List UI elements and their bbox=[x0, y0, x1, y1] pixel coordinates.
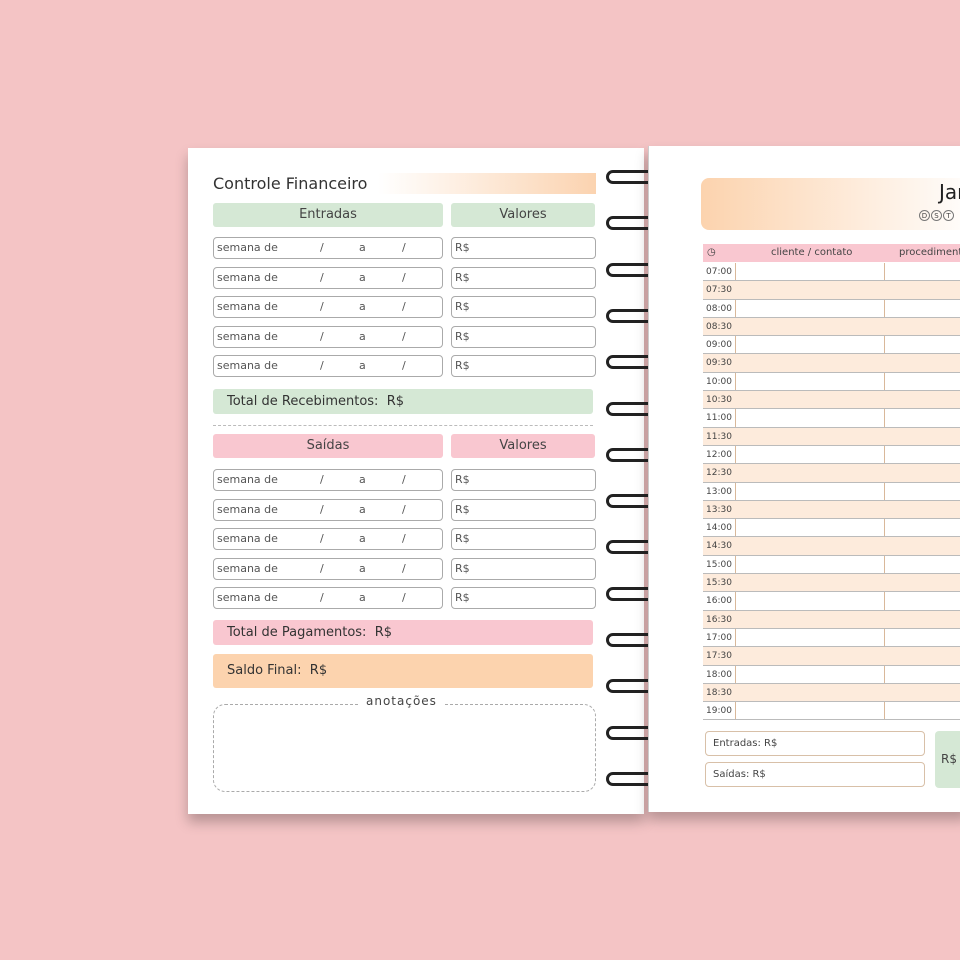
entradas-field[interactable]: Entradas: R$ bbox=[705, 731, 925, 756]
time-label: 18:30 bbox=[706, 687, 732, 698]
time-label: 07:00 bbox=[706, 267, 732, 277]
expenses-total: Total de Pagamentos: R$ bbox=[213, 620, 593, 645]
time-label: 10:00 bbox=[706, 376, 732, 387]
time-label: 13:30 bbox=[706, 504, 732, 515]
time-label: 15:30 bbox=[706, 578, 732, 589]
expenses-values-header: Valores bbox=[451, 434, 595, 458]
week-range-field[interactable]: semana de / a / bbox=[213, 355, 443, 378]
time-row[interactable]: 17:30 bbox=[703, 647, 960, 666]
balance-box: R$ bbox=[935, 731, 960, 788]
week-range-field[interactable]: semana de / a / bbox=[213, 557, 443, 580]
notes-box[interactable] bbox=[213, 704, 596, 792]
title-bar bbox=[378, 173, 596, 194]
value-field[interactable]: R$ bbox=[451, 237, 596, 259]
column-client: cliente / contato bbox=[771, 247, 853, 258]
final-balance: Saldo Final: R$ bbox=[213, 654, 593, 688]
schedule-table: 07:00 07:30 08:00 08:30 09:00 09:30 10:00 10:30… bbox=[703, 263, 960, 721]
week-range-field[interactable]: semana de / a / bbox=[213, 528, 443, 551]
time-row[interactable]: 16:00 bbox=[703, 592, 960, 611]
time-row[interactable]: 12:00 bbox=[703, 446, 960, 465]
time-row[interactable]: 09:00 bbox=[703, 336, 960, 355]
value-field[interactable]: R$ bbox=[451, 557, 596, 580]
time-label: 09:00 bbox=[706, 340, 732, 351]
time-row[interactable]: 14:00 bbox=[703, 519, 960, 538]
value-field[interactable]: R$ bbox=[451, 325, 596, 348]
time-label: 12:00 bbox=[706, 449, 732, 460]
column-procedure: procedimento bbox=[899, 247, 960, 258]
value-field[interactable]: R$ bbox=[451, 587, 596, 610]
week-range-field[interactable]: semana de / a / bbox=[213, 469, 443, 491]
saidas-field[interactable]: Saídas: R$ bbox=[705, 762, 925, 787]
time-label: 11:30 bbox=[706, 431, 732, 442]
day-d[interactable]: D bbox=[919, 210, 930, 221]
income-header: Entradas bbox=[213, 203, 443, 227]
time-row[interactable]: 19:00 bbox=[703, 702, 960, 721]
week-range-field[interactable]: semana de / a / bbox=[213, 498, 443, 521]
time-row[interactable]: 16:30 bbox=[703, 610, 960, 629]
time-row[interactable]: 13:00 bbox=[703, 483, 960, 501]
time-row[interactable]: 18:00 bbox=[703, 666, 960, 684]
time-row[interactable]: 17:00 bbox=[703, 629, 960, 648]
time-label: 17:30 bbox=[706, 651, 732, 662]
time-label: 10:30 bbox=[706, 395, 732, 406]
time-label: 15:00 bbox=[706, 559, 732, 570]
time-label: 08:00 bbox=[706, 303, 732, 314]
time-row[interactable]: 15:00 bbox=[703, 556, 960, 575]
income-total: Total de Recebimentos: R$ bbox=[213, 389, 593, 414]
value-field[interactable]: R$ bbox=[451, 469, 596, 491]
day-s[interactable]: S bbox=[931, 210, 942, 221]
week-range-field[interactable]: semana de / a / bbox=[213, 296, 443, 319]
time-label: 13:00 bbox=[706, 486, 732, 497]
expenses-header: Saídas bbox=[213, 434, 443, 458]
income-values-header: Valores bbox=[451, 203, 595, 227]
week-range-field[interactable]: semana de / a / bbox=[213, 266, 443, 289]
time-label: 17:00 bbox=[706, 632, 732, 643]
divider bbox=[213, 425, 593, 426]
time-row[interactable]: 13:30 bbox=[703, 500, 960, 520]
time-row[interactable]: 12:30 bbox=[703, 464, 960, 483]
clock-icon: ◷ bbox=[707, 247, 716, 258]
value-field[interactable]: R$ bbox=[451, 528, 596, 551]
value-field[interactable]: R$ bbox=[451, 296, 596, 319]
time-label: 11:00 bbox=[706, 413, 732, 424]
time-label: 14:00 bbox=[706, 523, 732, 534]
right-page: Jan DST ◷ cliente / contato procedimento… bbox=[648, 146, 960, 812]
time-row[interactable]: 07:30 bbox=[703, 281, 960, 300]
time-row[interactable]: 09:30 bbox=[703, 354, 960, 373]
left-page: Controle Financeiro Entradas Valores sem… bbox=[188, 148, 644, 814]
time-row[interactable]: 08:00 bbox=[703, 300, 960, 318]
time-label: 16:00 bbox=[706, 596, 732, 607]
time-row[interactable]: 08:30 bbox=[703, 317, 960, 337]
week-range-field[interactable]: semana de / a / bbox=[213, 587, 443, 610]
month-title: Jan bbox=[939, 180, 960, 204]
week-range-field[interactable]: semana de / a / bbox=[213, 237, 443, 259]
day-t[interactable]: T bbox=[943, 210, 954, 221]
page-title: Controle Financeiro bbox=[213, 174, 368, 193]
schedule-header: ◷ cliente / contato procedimento bbox=[703, 244, 960, 262]
time-label: 19:00 bbox=[706, 706, 732, 717]
month-banner bbox=[701, 178, 960, 230]
time-label: 08:30 bbox=[706, 321, 732, 332]
notes-label: anotações bbox=[358, 694, 445, 708]
time-row[interactable]: 14:30 bbox=[703, 537, 960, 556]
time-row[interactable]: 15:30 bbox=[703, 574, 960, 593]
time-row[interactable]: 18:30 bbox=[703, 683, 960, 703]
value-field[interactable]: R$ bbox=[451, 498, 596, 521]
value-field[interactable]: R$ bbox=[451, 266, 596, 289]
time-row[interactable]: 10:30 bbox=[703, 391, 960, 410]
time-row[interactable]: 10:00 bbox=[703, 373, 960, 392]
time-label: 12:30 bbox=[706, 468, 732, 479]
time-label: 14:30 bbox=[706, 541, 732, 552]
week-range-field[interactable]: semana de / a / bbox=[213, 325, 443, 348]
time-label: 18:00 bbox=[706, 669, 732, 680]
time-row[interactable]: 11:30 bbox=[703, 427, 960, 446]
time-row[interactable]: 11:00 bbox=[703, 409, 960, 428]
value-field[interactable]: R$ bbox=[451, 355, 596, 378]
time-label: 09:30 bbox=[706, 358, 732, 369]
time-label: 16:30 bbox=[706, 614, 732, 625]
time-row[interactable]: 07:00 bbox=[703, 263, 960, 282]
time-label: 07:30 bbox=[706, 285, 732, 296]
